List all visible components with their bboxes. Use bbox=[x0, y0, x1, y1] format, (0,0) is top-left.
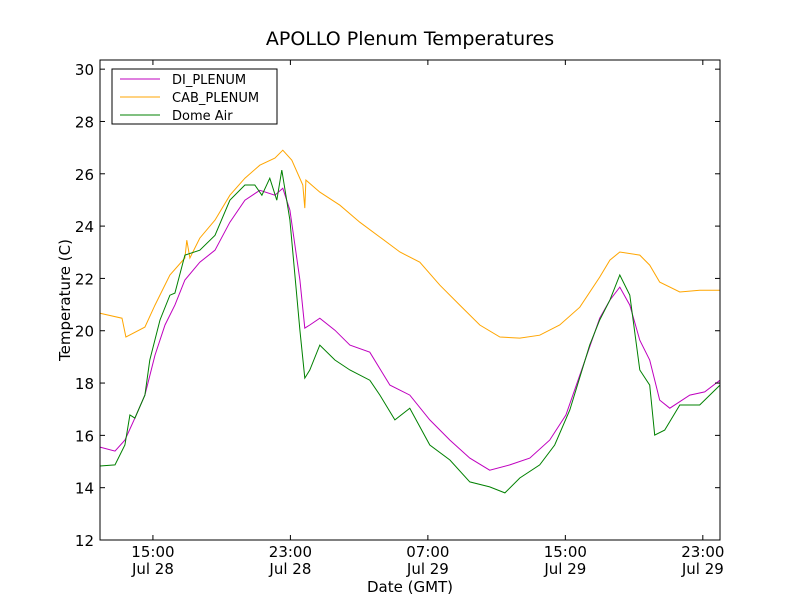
y-tick-label: 18 bbox=[75, 375, 94, 393]
series-line-dome-air bbox=[99, 170, 721, 494]
legend-label: DI_PLENUM bbox=[172, 73, 246, 88]
y-tick-label: 14 bbox=[75, 480, 94, 498]
plot-frame bbox=[99, 59, 721, 541]
x-tick-label-time: 07:00 bbox=[406, 543, 449, 561]
series-line-di-plenum bbox=[99, 187, 721, 471]
x-tick-label-date: Jul 28 bbox=[268, 560, 311, 578]
y-tick-label: 20 bbox=[75, 323, 94, 341]
y-tick-label: 22 bbox=[75, 270, 94, 288]
x-tick-label-time: 15:00 bbox=[544, 543, 587, 561]
x-tick-label-time: 23:00 bbox=[269, 543, 312, 561]
series-layer bbox=[99, 149, 721, 494]
legend-label: CAB_PLENUM bbox=[172, 91, 259, 106]
series-line-cab-plenum bbox=[99, 149, 720, 339]
y-tick-label: 24 bbox=[75, 218, 94, 236]
y-tick-label: 30 bbox=[75, 61, 94, 79]
legend: DI_PLENUM CAB_PLENUM Dome Air bbox=[111, 68, 278, 125]
x-tick-label-date: Jul 28 bbox=[131, 560, 174, 578]
y-tick-label: 16 bbox=[75, 427, 94, 445]
y-tick-label: 28 bbox=[75, 113, 94, 131]
chart-title: APOLLO Plenum Temperatures bbox=[266, 28, 554, 50]
y-axis-label: Temperature (C) bbox=[56, 239, 74, 362]
x-tick-label-date: Jul 29 bbox=[543, 560, 586, 578]
x-tick-label-time: 23:00 bbox=[681, 543, 724, 561]
x-tick-label-date: Jul 29 bbox=[681, 560, 724, 578]
y-tick-label: 12 bbox=[75, 532, 94, 550]
x-tick-label-date: Jul 29 bbox=[406, 560, 449, 578]
x-axis-label: Date (GMT) bbox=[367, 578, 453, 596]
y-tick-label: 26 bbox=[75, 166, 94, 184]
legend-label: Dome Air bbox=[172, 109, 233, 124]
x-tick-label-time: 15:00 bbox=[131, 543, 174, 561]
